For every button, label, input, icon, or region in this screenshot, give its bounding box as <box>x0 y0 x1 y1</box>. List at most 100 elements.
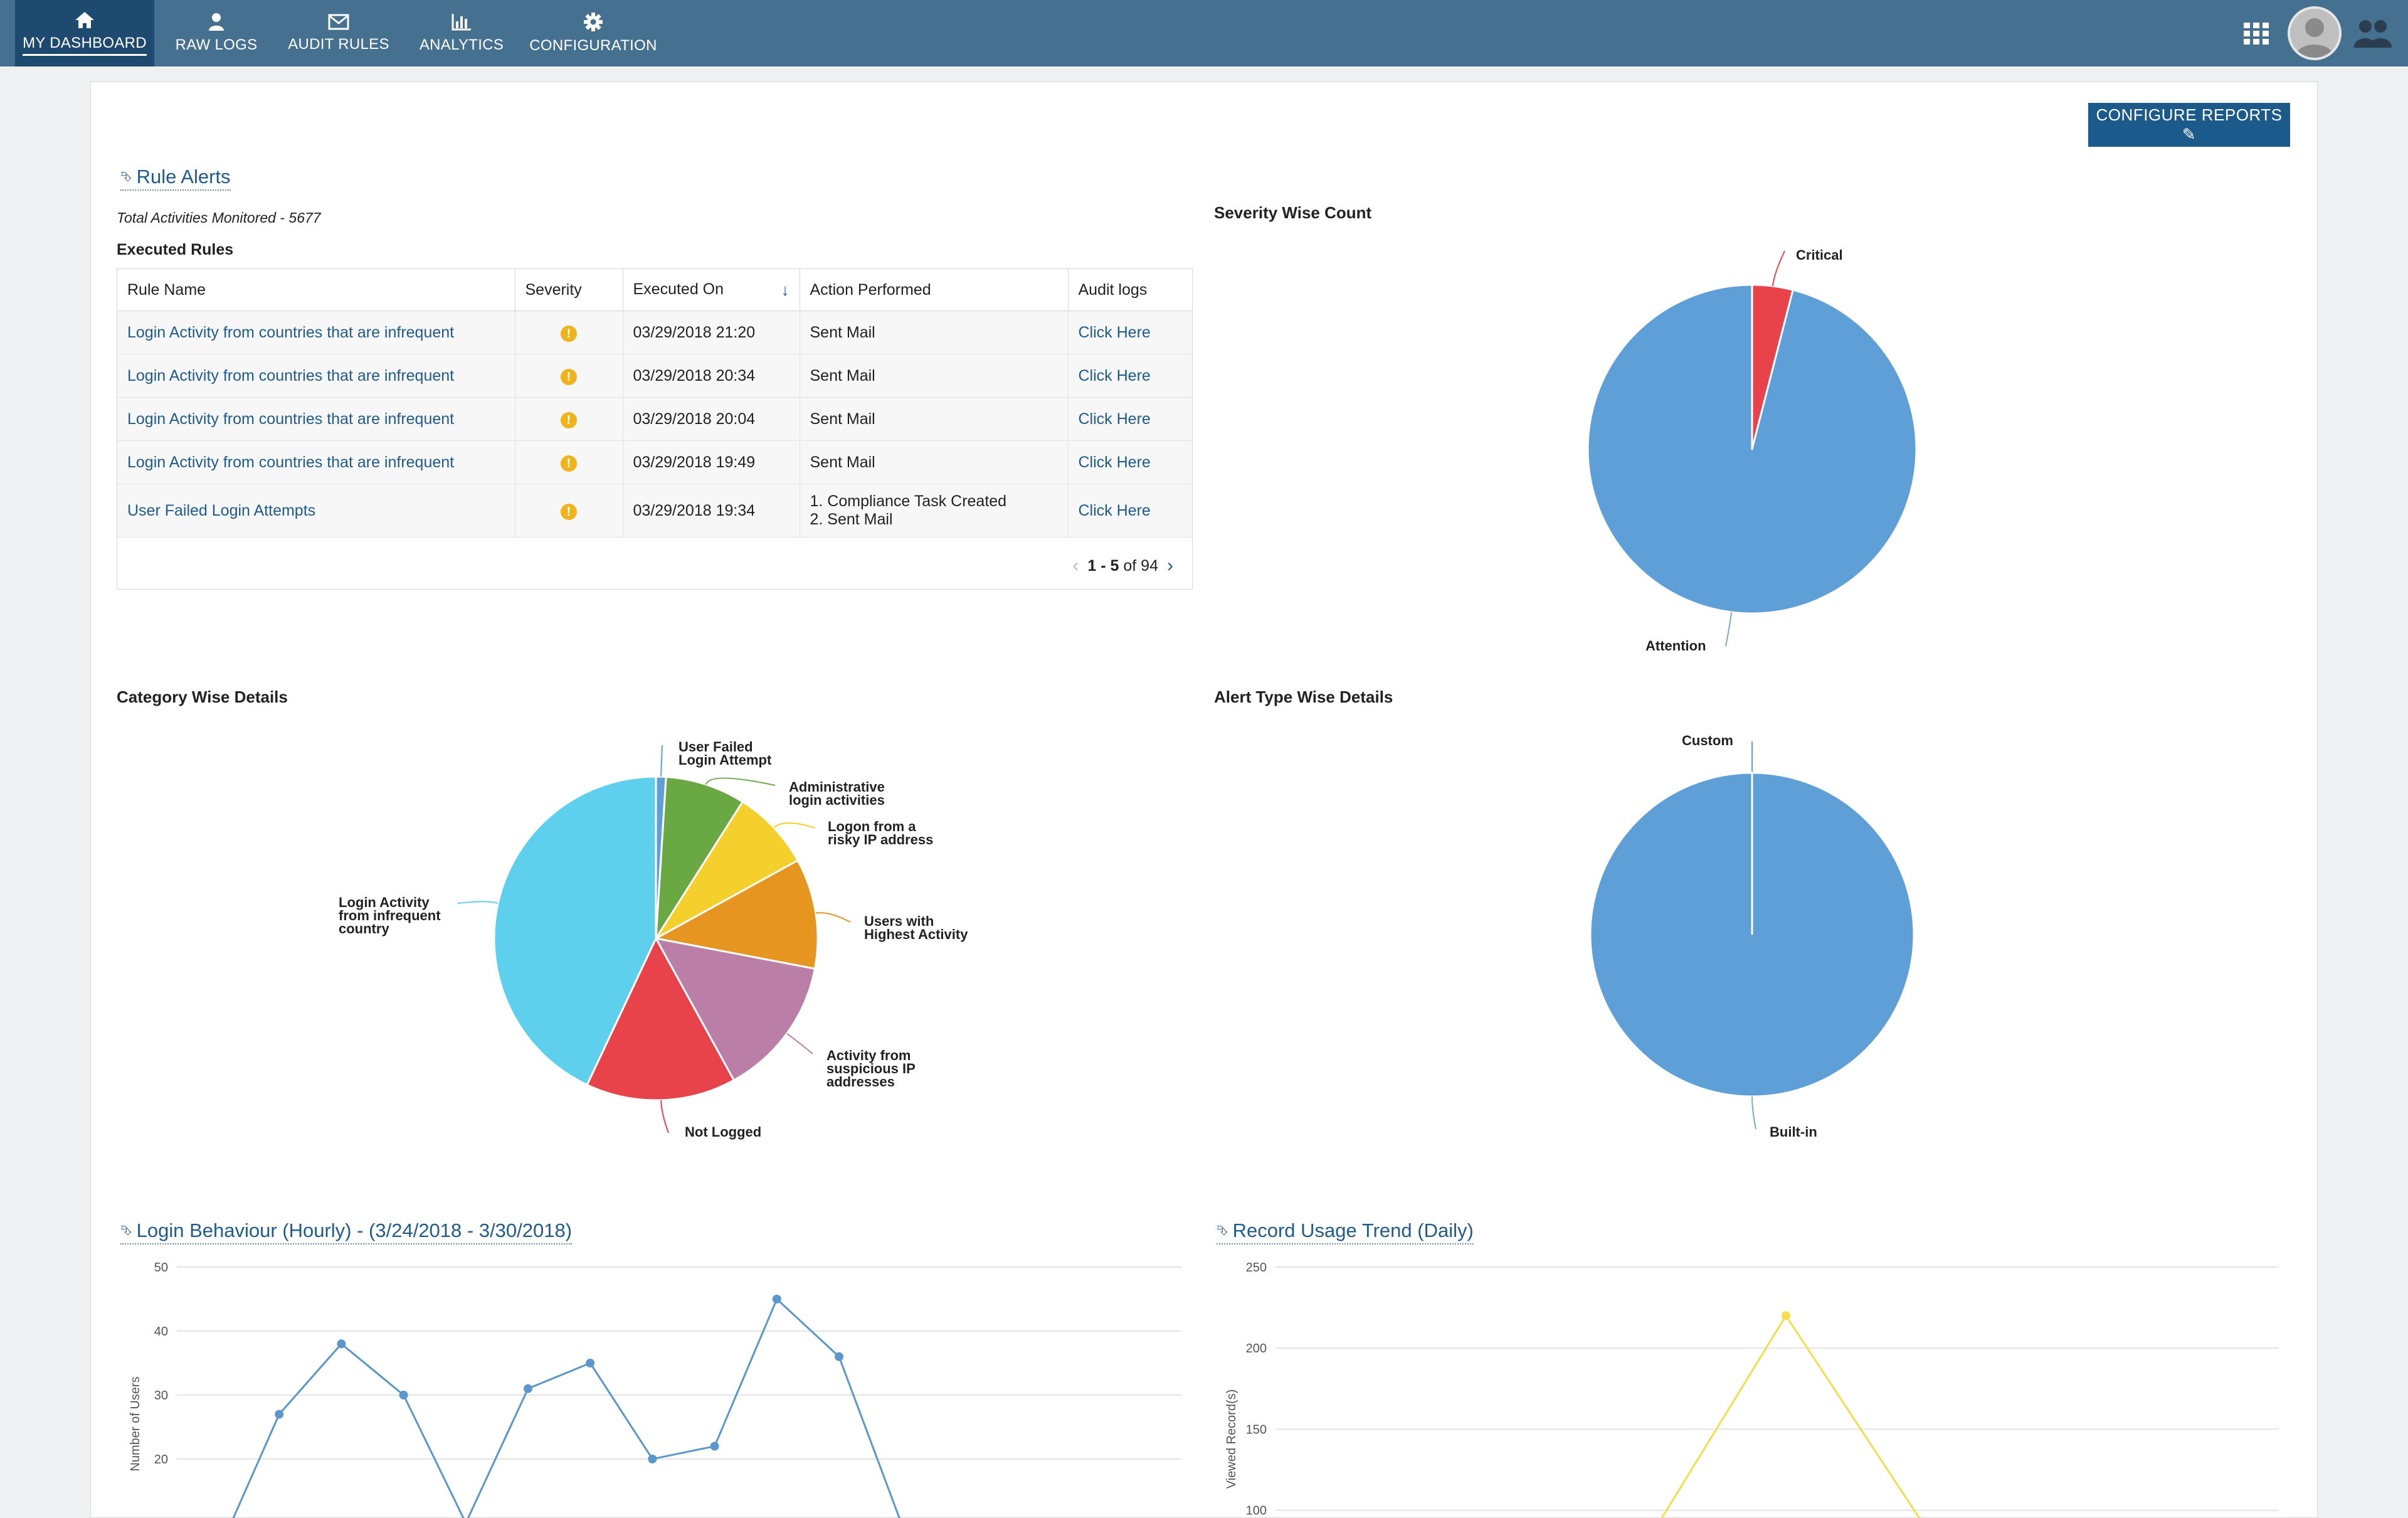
top-navigation-bar: MY DASHBOARD RAW LOGS AUDIT RULES ANALYT… <box>0 0 2408 66</box>
table-row: Login Activity from countries that are i… <box>117 440 1192 484</box>
y-tick-label: 150 <box>1246 1423 1267 1436</box>
action-text: 2. Sent Mail <box>810 511 893 528</box>
y-axis-label: Viewed Record(s) <box>1225 1389 1238 1489</box>
pie-label-line: from infrequent <box>339 908 441 923</box>
audit-logs-link[interactable]: Click Here <box>1078 453 1151 471</box>
nav-configuration[interactable]: CONFIGURATION <box>529 0 657 66</box>
rule-name-link[interactable]: Login Activity from countries that are i… <box>127 323 455 341</box>
nav-raw-logs[interactable]: RAW LOGS <box>169 0 263 66</box>
leader-line <box>660 1100 669 1133</box>
leader-line <box>660 745 663 777</box>
audit-logs-link[interactable]: Click Here <box>1078 366 1151 385</box>
executed-on-cell: 03/29/2018 21:20 <box>623 310 800 354</box>
rule-alerts-toggle[interactable]: ⮷ Rule Alerts <box>120 166 231 191</box>
table-row: Login Activity from countries that are i… <box>117 397 1192 441</box>
alert-type-chart-title: Alert Type Wise Details <box>1214 687 1393 706</box>
next-page-icon[interactable]: › <box>1167 555 1173 576</box>
section-title: Login Behaviour (Hourly) - (3/24/2018 - … <box>136 1219 573 1241</box>
avatar-silhouette-icon <box>2295 18 2334 58</box>
configure-reports-button[interactable]: CONFIGURE REPORTS ✎ <box>2088 103 2290 147</box>
pie-label: User Failed Login Attempt <box>679 739 772 768</box>
column-header[interactable]: Action Performed <box>800 269 1069 311</box>
executed-on-cell: 03/29/2018 20:04 <box>623 397 800 441</box>
y-tick-label: 50 <box>154 1261 168 1275</box>
action-cell: Sent Mail <box>800 354 1069 398</box>
prev-page-icon[interactable]: ‹ <box>1072 555 1079 576</box>
rule-name-link[interactable]: User Failed Login Attempts <box>127 501 316 519</box>
nav-label: AUDIT RULES <box>288 36 389 53</box>
pie-label-line: risky IP address <box>828 832 933 847</box>
user-icon <box>209 13 224 31</box>
pie-slice <box>586 937 735 1101</box>
action-cell: Sent Mail <box>800 310 1069 354</box>
chevron-double-down-icon: ⮷ <box>120 169 132 184</box>
column-header-sorted[interactable]: Executed On ↓ <box>623 269 800 311</box>
bar-chart-icon <box>452 14 471 31</box>
pie-label-line: Users with <box>864 913 934 929</box>
avatar[interactable] <box>2288 6 2342 60</box>
leader-line <box>1772 250 1785 287</box>
table-row: Login Activity from countries that are i… <box>117 310 1192 354</box>
series-line <box>232 1297 900 1518</box>
leader-line <box>457 901 499 904</box>
column-header[interactable]: Rule Name <box>117 269 515 311</box>
page-total: of 94 <box>1123 556 1158 575</box>
record-usage-toggle[interactable]: ⮷ Record Usage Trend (Daily) <box>1217 1219 1474 1245</box>
leader-line <box>1751 1096 1756 1130</box>
action-text: Sent Mail <box>810 366 875 385</box>
y-tick-label: 20 <box>154 1453 168 1467</box>
executed-on-cell: 03/29/2018 19:34 <box>623 484 800 538</box>
nav-label: RAW LOGS <box>175 36 258 53</box>
leader-line <box>705 777 776 786</box>
data-point <box>835 1352 843 1361</box>
data-point <box>586 1359 595 1367</box>
action-text: Sent Mail <box>810 323 875 341</box>
pie-label: Attention <box>1645 638 1706 654</box>
action-cell: Sent Mail <box>800 397 1069 441</box>
rule-name-link[interactable]: Login Activity from countries that are i… <box>127 410 455 428</box>
total-activities-text: Total Activities Monitored - 5677 <box>117 210 321 226</box>
data-point <box>1782 1311 1790 1320</box>
data-point <box>337 1339 346 1349</box>
audit-logs-link[interactable]: Click Here <box>1078 501 1151 519</box>
series-line <box>1661 1314 1921 1518</box>
rule-name-link[interactable]: Login Activity from countries that are i… <box>127 453 455 471</box>
audit-logs-link[interactable]: Click Here <box>1078 323 1151 341</box>
column-header[interactable]: Severity <box>515 269 623 311</box>
category-chart-title: Category Wise Details <box>117 687 288 706</box>
executed-rules-title: Executed Rules <box>117 241 234 258</box>
pie-label-line: suspicious IP <box>826 1061 916 1076</box>
chevron-double-down-icon: ⮷ <box>1217 1223 1228 1238</box>
gear-icon <box>584 13 603 31</box>
nav-label: CONFIGURATION <box>529 37 657 54</box>
pie-label-line: Login Attempt <box>679 752 772 768</box>
users-group-icon[interactable] <box>2353 18 2393 49</box>
login-behaviour-toggle[interactable]: ⮷ Login Behaviour (Hourly) - (3/24/2018 -… <box>120 1219 573 1245</box>
sort-down-arrow-icon[interactable]: ↓ <box>781 280 789 299</box>
executed-on-cell: 03/29/2018 19:49 <box>623 440 800 484</box>
leader-line <box>773 822 816 829</box>
pie-label-line: Custom <box>1682 733 1733 748</box>
nav-audit-rules[interactable]: AUDIT RULES <box>283 0 394 66</box>
pie-label-line: Built-in <box>1770 1124 1817 1140</box>
pie-label-line: login activities <box>789 792 885 808</box>
column-header[interactable]: Audit logs <box>1068 269 1192 311</box>
rule-name-link[interactable]: Login Activity from countries that are i… <box>127 366 455 385</box>
data-point <box>772 1295 781 1303</box>
data-point <box>710 1441 719 1451</box>
audit-logs-link[interactable]: Click Here <box>1078 410 1151 428</box>
nav-analytics[interactable]: ANALYTICS <box>414 0 509 66</box>
nav-label: MY DASHBOARD <box>23 34 147 56</box>
y-tick-label: 100 <box>1246 1504 1267 1518</box>
apps-grid-icon[interactable] <box>2244 23 2269 45</box>
pie-label: Built-in <box>1770 1124 1817 1140</box>
pie-label: Users with Highest Activity <box>864 913 968 942</box>
action-cell: Sent Mail <box>800 440 1069 484</box>
nav-my-dashboard[interactable]: MY DASHBOARD <box>15 0 154 66</box>
pie-label-line: Activity from <box>826 1048 911 1063</box>
table-header-row: Rule Name Severity Executed On ↓ Action P… <box>117 269 1192 311</box>
pie-label-line: Not Logged <box>685 1124 761 1140</box>
y-tick-label: 200 <box>1246 1342 1267 1356</box>
pie-label: Custom <box>1682 733 1733 748</box>
data-point <box>399 1391 408 1399</box>
